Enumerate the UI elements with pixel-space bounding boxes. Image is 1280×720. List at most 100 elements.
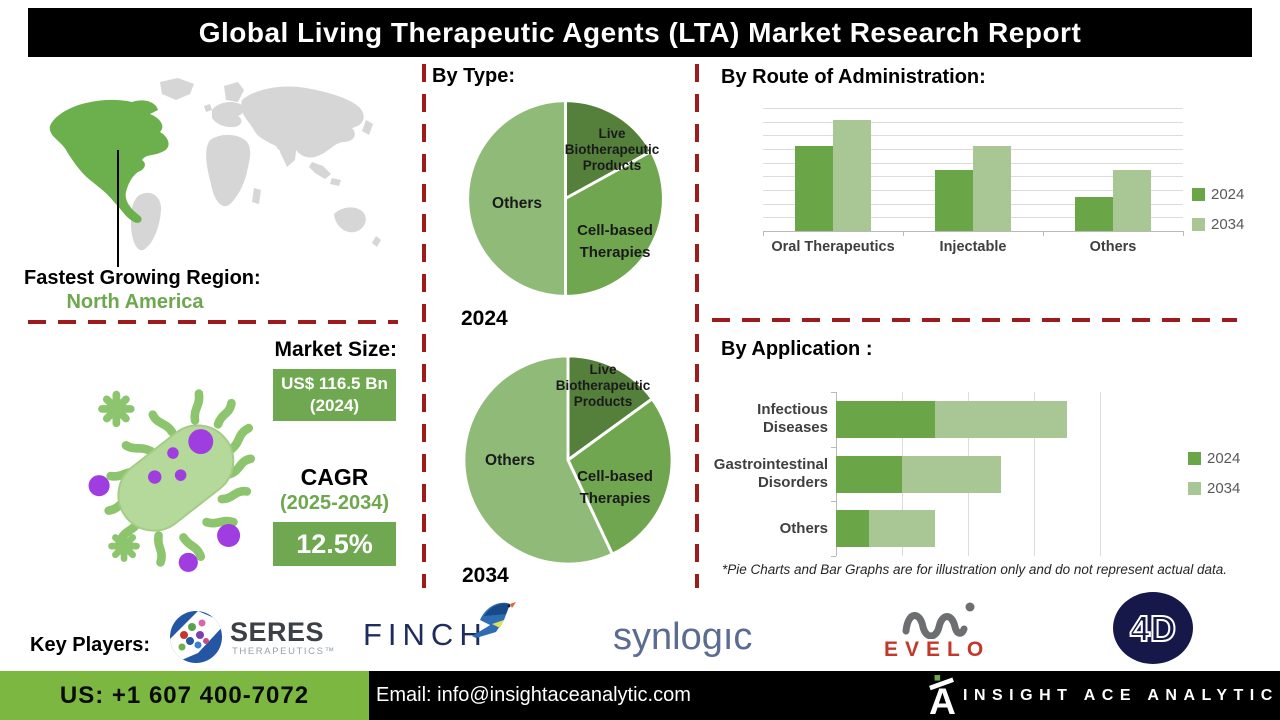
- bacteria-illustration: [88, 389, 255, 572]
- legend-swatch-2024: [1192, 188, 1205, 201]
- route-axis-tick: [903, 231, 904, 236]
- cagr-value: 12.5%: [296, 528, 373, 559]
- application-gridline: [1100, 392, 1101, 556]
- continent-north-america-highlight: [49, 99, 169, 223]
- legend-label: 2024: [1207, 450, 1241, 467]
- finch-bird-icon: [472, 602, 516, 638]
- route-axis-tick: [1043, 231, 1044, 236]
- key-players-label: Key Players:: [30, 634, 151, 656]
- map-pointer-line: [117, 150, 119, 267]
- cagr-label: CAGR: [300, 464, 369, 490]
- application-axis-tick: [831, 392, 836, 393]
- legend-label: 2034: [1207, 480, 1241, 497]
- legend-item-2034: 2034: [1192, 216, 1244, 233]
- category-label-gastrointestinal-disorders: Gastrointestinal Disorders: [713, 456, 828, 491]
- application-axis-tick: [831, 446, 836, 448]
- legend-item-2024: 2024: [1188, 450, 1240, 467]
- bar-2024-oral-therapeutics: [795, 146, 833, 231]
- application-chart-legend: 2024 2034: [1188, 450, 1240, 497]
- phone-number: US: +1 607 400-7072: [59, 681, 310, 709]
- bar-2024-others: [836, 510, 869, 548]
- legend-swatch-2034: [1188, 482, 1201, 495]
- application-axis-tick: [831, 501, 836, 503]
- bar-2024-infectious-diseases: [836, 400, 935, 438]
- region-india: [280, 138, 297, 167]
- pie-slice-live-biotherapeutic-products: [566, 354, 654, 462]
- region-madagascar: [252, 188, 261, 204]
- application-category-labels: Infectious Diseases Gastrointestinal Diso…: [698, 392, 828, 556]
- market-size-value-box: US$ 116.5 Bn (2024): [273, 369, 396, 421]
- pie1-label-cell-based-therapies: Cell-based Therapies: [577, 222, 653, 261]
- application-gridline: [1034, 392, 1035, 556]
- page-title: Global Living Therapeutic Agents (LTA) M…: [198, 16, 1082, 48]
- bar-2034-oral-therapeutics: [833, 120, 871, 231]
- bar-2024-others: [1075, 196, 1113, 231]
- category-label-infectious-diseases: Infectious Diseases: [757, 401, 828, 437]
- category-label-others: Others: [1089, 239, 1137, 255]
- title-bar: Global Living Therapeutic Agents (LTA) M…: [28, 8, 1252, 57]
- continent-greenland: [160, 78, 194, 100]
- continent-africa: [206, 134, 251, 207]
- region-new-zealand: [372, 236, 381, 247]
- bar-2034-infectious-diseases: [935, 400, 1067, 438]
- bar-2024-injectable: [935, 169, 973, 231]
- route-gridline: [763, 231, 1183, 232]
- legend-item-2024: 2024: [1192, 186, 1244, 203]
- divider-horizontal-right: [712, 318, 1237, 322]
- region-uk: [204, 104, 212, 112]
- continent-south-america: [131, 192, 162, 251]
- seres-logo-text: SERES: [230, 617, 325, 647]
- bar-2024-gastrointestinal-disorders: [836, 455, 902, 493]
- region-scandinavia: [224, 82, 244, 102]
- fastest-growing-region-value: North America: [66, 291, 204, 313]
- microbe-star-icon-small: [108, 530, 140, 562]
- legend-swatch-2024: [1188, 452, 1201, 465]
- pie-slice-others: [462, 354, 614, 566]
- cagr-value-box: 12.5%: [273, 522, 396, 566]
- category-label-oral-therapeutics: Oral Therapeutics: [771, 239, 895, 255]
- route-axis-tick: [1183, 231, 1184, 236]
- section-title-by-application: By Application :: [721, 338, 873, 360]
- continent-europe: [212, 102, 244, 128]
- disclaimer-footnote: *Pie Charts and Bar Graphs are for illus…: [721, 562, 1228, 577]
- evelo-logo-icon: [902, 602, 975, 639]
- region-japan: [362, 120, 373, 135]
- pie1-label-others: Others: [492, 195, 542, 212]
- footer-phone-block: US: +1 607 400-7072: [0, 671, 369, 720]
- microbe-star-icon: [98, 390, 135, 428]
- category-label-others: Others: [779, 519, 828, 537]
- pie-slice-others: [466, 99, 567, 298]
- bar-2034-others: [1113, 169, 1151, 231]
- pie-chart-by-type-2034: [462, 354, 674, 566]
- footer-bar: [369, 671, 1280, 720]
- application-axis-tick: [831, 556, 836, 557]
- world-map: [49, 78, 381, 251]
- cagr-period: (2025-2034): [280, 492, 389, 514]
- market-size-label: Market Size:: [274, 338, 397, 361]
- region-indonesia: [330, 178, 341, 186]
- bar-2034-others: [869, 510, 935, 548]
- route-chart-legend: 2024 2034: [1192, 186, 1244, 233]
- section-title-by-route: By Route of Administration:: [721, 66, 986, 88]
- route-gridline: [763, 121, 1183, 123]
- divider-vertical-left: [422, 64, 426, 588]
- continent-asia: [241, 86, 364, 158]
- pie-chart-by-type-2024: [466, 99, 665, 298]
- seres-logo-subtext: THERAPEUTICS™: [232, 646, 336, 657]
- fourd-logo-text: 4D: [1130, 608, 1176, 649]
- pie1-year-label: 2024: [461, 307, 508, 330]
- section-title-by-type: By Type:: [432, 65, 515, 87]
- region-southeast-asia: [309, 162, 331, 179]
- pie-slice-cell-based-therapies: [564, 149, 665, 298]
- finch-logo-text: FINCH: [363, 617, 488, 652]
- bar-2034-gastrointestinal-disorders: [902, 455, 1001, 493]
- legend-swatch-2034: [1192, 218, 1205, 231]
- continent-australia: [334, 207, 366, 233]
- bar-chart-by-application: [831, 392, 1101, 557]
- legend-label: 2024: [1211, 186, 1245, 203]
- seres-logo-icon: [170, 611, 222, 663]
- bar-2034-injectable: [973, 146, 1011, 231]
- fourd-pharma-logo: 4D: [1113, 592, 1193, 664]
- bacteria-spots: [88, 429, 241, 572]
